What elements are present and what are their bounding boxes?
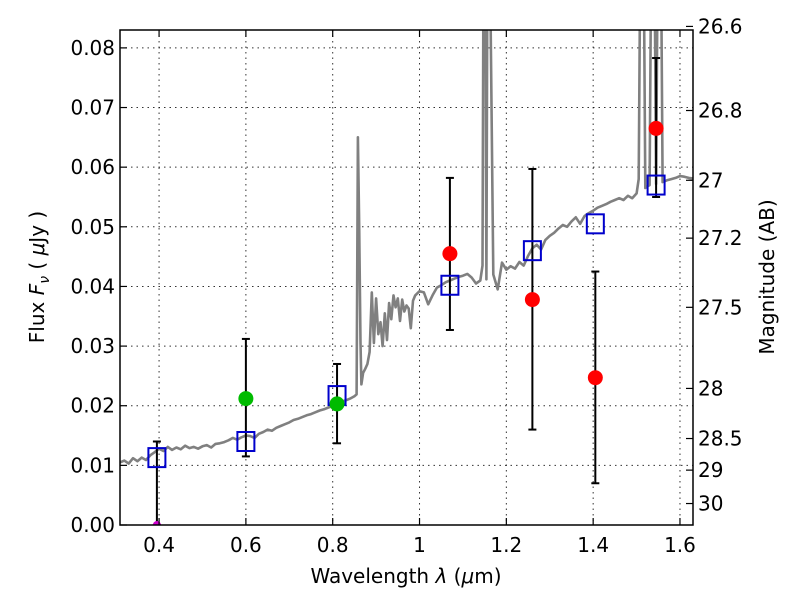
mag-tick-label: 27.5	[698, 295, 743, 319]
y-tick-label: 0.00	[70, 513, 115, 537]
x-tick-label: 1	[413, 533, 426, 557]
green-point	[238, 391, 254, 407]
mag-tick-label: 30	[698, 492, 723, 516]
x-axis-title: Wavelength λ (μm)	[310, 564, 501, 588]
green-point	[329, 396, 345, 412]
red-point	[648, 120, 664, 136]
plot-frame	[119, 29, 694, 526]
red-point	[442, 246, 458, 262]
y-tick-label: 0.05	[70, 215, 115, 239]
plot-layer	[120, 30, 693, 525]
x-tick-label: 0.4	[143, 533, 175, 557]
model-magnitude-square	[585, 213, 605, 235]
model-magnitude-square	[440, 274, 460, 296]
y-tick-label: 0.02	[70, 394, 115, 418]
y-tick-label: 0.07	[70, 96, 115, 120]
model-magnitude-square	[147, 447, 167, 469]
y-tick-label: 0.06	[70, 155, 115, 179]
model-magnitude-square	[522, 240, 542, 262]
x-tick-label: 1.4	[577, 533, 609, 557]
x-tick-label: 1.2	[490, 533, 522, 557]
mag-tick-label: 28	[698, 376, 723, 400]
y-tick-label: 0.04	[70, 274, 115, 298]
tick-layer: 0.4 0.6 0.8 1 1.2 1.4 1.6 0.00 0.01 0.02 0.03 0.04 0…	[70, 14, 742, 557]
y-tick-label: 0.03	[70, 334, 115, 358]
y2-axis-title: Magnitude (AB)	[755, 199, 779, 354]
x-tick-label: 1.6	[664, 533, 696, 557]
mag-tick-label: 28.5	[698, 427, 743, 451]
model-spectrum-line	[120, 30, 693, 465]
mag-tick-label: 26.8	[698, 99, 743, 123]
mag-tick-label: 27.2	[698, 226, 743, 250]
red-point	[587, 370, 603, 386]
model-magnitude-square	[236, 431, 256, 453]
mag-tick-label: 26.6	[698, 14, 743, 38]
model-magnitude-square	[646, 174, 666, 196]
x-tick-label: 0.6	[230, 533, 262, 557]
y-tick-label: 0.01	[70, 453, 115, 477]
mag-tick-label: 29	[698, 458, 723, 482]
x-tick-label: 0.8	[317, 533, 349, 557]
mag-tick-label: 27	[698, 168, 723, 192]
y-axis-title: Flux Fν ( μJy )	[25, 211, 53, 343]
red-point	[524, 292, 540, 308]
y-tick-label: 0.08	[70, 36, 115, 60]
